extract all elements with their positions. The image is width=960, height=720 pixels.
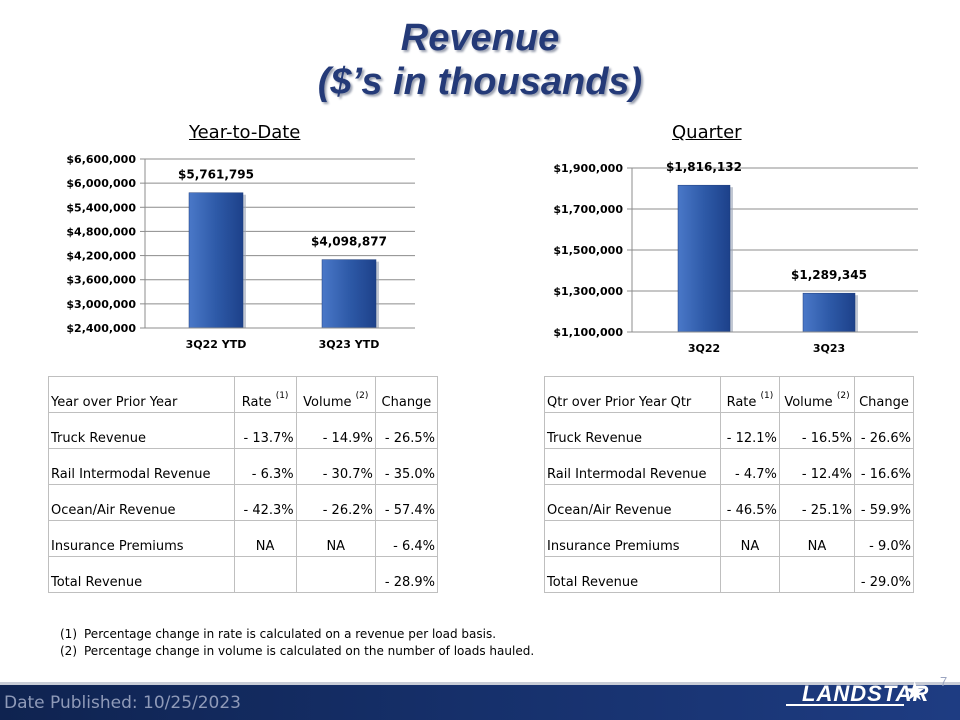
qtr-bar <box>802 292 856 333</box>
star-icon: ★ <box>903 676 927 706</box>
footnotes: (1) Percentage change in rate is calculat… <box>60 626 534 660</box>
slide-subtitle: ($’s in thousands) <box>317 61 643 103</box>
ytd-ytick-label: $3,600,000 <box>66 274 136 287</box>
header-rate: Rate (1) <box>233 376 297 413</box>
table-header-row: Year over Prior Year Rate (1) Volume (2)… <box>48 376 439 413</box>
qtr-ytick-label: $1,300,000 <box>553 285 623 298</box>
table-row: Rail Intermodal Revenue - 6.3% - 30.7% - 35… <box>48 448 439 485</box>
slide-title: Revenue <box>400 17 560 59</box>
ytd-ytick-label: $3,000,000 <box>66 298 136 311</box>
ytd-bar <box>321 259 377 329</box>
ytd-table: Year over Prior Year Rate (1) Volume (2)… <box>48 376 439 593</box>
ytd-ytick-label: $6,600,000 <box>66 153 136 166</box>
qtr-category-label: 3Q22 <box>688 342 720 355</box>
ytd-ytick-label: $5,400,000 <box>66 201 136 214</box>
qtr-data-label: $1,816,132 <box>666 160 742 174</box>
table-row: Rail Intermodal Revenue - 4.7% - 12.4% - 16… <box>544 448 914 485</box>
footnote: (1) Percentage change in rate is calculat… <box>60 627 497 641</box>
table-row: Ocean/Air Revenue - 42.3% - 26.2% - 57.4% <box>48 484 439 521</box>
header-label: Year over Prior Year <box>48 376 235 413</box>
table-row: Insurance Premiums NA NA - 9.0% <box>544 520 914 557</box>
qtr-data-label: $1,289,345 <box>791 268 867 282</box>
table-row: Total Revenue - 28.9% <box>48 556 439 593</box>
logo-underline <box>786 704 904 706</box>
table-row: Total Revenue - 29.0% <box>544 556 914 593</box>
header-volume: Volume (2) <box>295 376 376 413</box>
header-change: Change <box>854 376 914 413</box>
ytd-ytick-label: $6,000,000 <box>66 177 136 190</box>
table-header-row: Qtr over Prior Year Qtr Rate (1) Volume … <box>544 376 914 413</box>
ytd-ytick-label: $4,200,000 <box>66 250 136 263</box>
header-volume: Volume (2) <box>778 376 856 413</box>
ytd-bar <box>188 192 244 329</box>
date-published: Date Published: 10/25/2023 <box>4 693 241 713</box>
qtr-bar <box>677 184 731 333</box>
header-rate: Rate (1) <box>719 376 780 413</box>
table-row: Ocean/Air Revenue - 46.5% - 25.1% - 59.9% <box>544 484 914 521</box>
qtr-ytick-label: $1,100,000 <box>553 326 623 339</box>
ytd-category-label: 3Q22 YTD <box>186 338 247 351</box>
ytd-data-label: $4,098,877 <box>311 235 387 249</box>
qtr-ytick-label: $1,700,000 <box>553 203 623 216</box>
qtr-category-label: 3Q23 <box>813 342 845 355</box>
footer-divider <box>0 682 960 685</box>
page-number: 7 <box>940 674 948 689</box>
ytd-category-label: 3Q23 YTD <box>319 338 380 351</box>
footnote: (2) Percentage change in volume is calcul… <box>60 644 535 658</box>
ytd-chart-title: Year-to-Date <box>189 122 301 143</box>
quarter-table: Qtr over Prior Year Qtr Rate (1) Volume … <box>544 376 914 593</box>
header-change: Change <box>374 376 439 413</box>
table-row: Truck Revenue - 13.7% - 14.9% - 26.5% <box>48 412 439 449</box>
table-row: Insurance Premiums NA NA - 6.4% <box>48 520 439 557</box>
ytd-data-label: $5,761,795 <box>178 168 254 182</box>
qtr-ytick-label: $1,500,000 <box>553 244 623 257</box>
quarter-chart-title: Quarter <box>672 122 742 143</box>
footer-bar <box>0 685 960 720</box>
landstar-logo: LANDSTAR <box>802 681 930 706</box>
table-row: Truck Revenue - 12.1% - 16.5% - 26.6% <box>544 412 914 449</box>
qtr-ytick-label: $1,900,000 <box>553 162 623 175</box>
header-label: Qtr over Prior Year Qtr <box>544 376 721 413</box>
ytd-ytick-label: $2,400,000 <box>66 322 136 335</box>
ytd-ytick-label: $4,800,000 <box>66 225 136 238</box>
